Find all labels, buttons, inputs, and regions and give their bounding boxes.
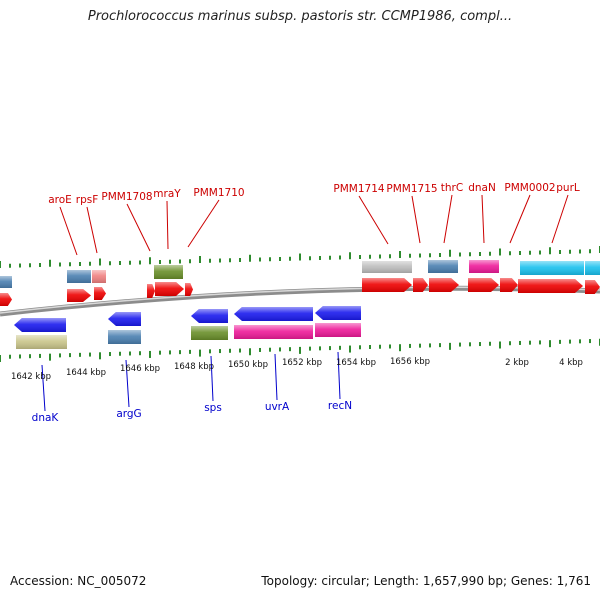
gene-feature: [94, 287, 106, 300]
gene-feature: [191, 309, 228, 323]
scale-label: 1652 kbp: [282, 358, 322, 368]
label-leader-line: [41, 364, 46, 412]
scale-label: 1646 kbp: [120, 364, 160, 374]
gene-label-top: mraY: [153, 188, 181, 200]
gene-feature: [108, 330, 141, 344]
label-leader-line: [166, 200, 169, 250]
topology-summary: Topology: circular; Length: 1,657,990 bp…: [261, 574, 591, 588]
gene-feature: [185, 283, 193, 296]
gene-feature: [469, 260, 499, 273]
gene-feature: [585, 261, 600, 275]
label-leader-line: [337, 351, 341, 400]
gene-label-bottom: uvrA: [265, 401, 290, 413]
gene-label-top: PMM1715: [386, 183, 437, 195]
gene-feature: [520, 261, 584, 275]
label-leader-line: [59, 206, 78, 256]
gene-feature: [585, 280, 600, 294]
gene-feature: [315, 306, 361, 320]
scale-label: 1654 kbp: [336, 358, 376, 368]
gene-label-top: PMM1714: [333, 183, 384, 195]
gene-feature: [16, 335, 67, 349]
gene-label-top: rpsF: [76, 194, 99, 206]
accession-text: Accession: NC_005072: [10, 574, 147, 588]
gene-label-top: aroE: [48, 194, 72, 206]
scale-label: 1642 kbp: [11, 372, 51, 382]
scale-label: 4 kbp: [559, 358, 583, 368]
gene-feature: [14, 318, 66, 332]
gene-feature: [67, 289, 91, 302]
gene-feature: [67, 270, 91, 283]
scale-label: 1644 kbp: [66, 368, 106, 378]
tick-row-upper: [0, 246, 600, 268]
gene-feature: [428, 260, 458, 273]
map-title: Prochlorococcus marinus subsp. pastoris …: [87, 9, 513, 24]
gene-feature: [362, 261, 412, 273]
label-leader-line: [358, 195, 389, 245]
scale-label: 1650 kbp: [228, 360, 268, 370]
label-leader-line: [86, 206, 98, 254]
gene-labels: aroE rpsF PMM1708 mraY PMM1710 PMM1714 PMM1715…: [32, 182, 580, 424]
genome-backbone-highlight: [0, 286, 600, 314]
gene-feature: [234, 325, 313, 339]
gene-label-top: purL: [556, 182, 580, 194]
genome-backbone: [0, 285, 600, 317]
gene-feature: [413, 278, 428, 292]
gene-feature: [0, 276, 12, 288]
gene-feature: [147, 284, 155, 298]
label-leader-line: [551, 194, 569, 244]
gene-label-top: PMM1710: [193, 187, 244, 199]
gene-feature: [518, 279, 583, 293]
gene-label-bottom: dnaK: [32, 412, 60, 424]
gene-feature: [155, 282, 184, 296]
label-leader-line: [443, 194, 453, 244]
gene-feature: [234, 307, 313, 321]
label-leader-line: [187, 199, 220, 248]
gene-label-top: PMM0002: [504, 182, 555, 194]
gene-feature: [108, 312, 141, 326]
gene-label-top: thrC: [441, 182, 463, 194]
gene-feature: [92, 270, 106, 283]
label-leader-line: [126, 203, 151, 252]
scale-labels: 1642 kbp 1644 kbp 1646 kbp 1648 kbp 1650 kbp…: [11, 357, 583, 382]
gene-features: [0, 260, 600, 349]
gene-feature: [191, 326, 228, 340]
gene-feature: [0, 293, 12, 306]
gene-feature: [362, 278, 412, 292]
scale-label: 2 kbp: [505, 358, 529, 368]
label-leader-line: [509, 194, 531, 244]
label-leader-line: [274, 353, 278, 401]
label-leader-line: [125, 359, 130, 408]
tick-row-lower: [0, 338, 600, 362]
scale-label: 1656 kbp: [390, 357, 430, 367]
gene-feature: [154, 265, 183, 279]
label-leaders: [41, 194, 569, 412]
gene-feature: [429, 278, 459, 292]
gene-label-top: PMM1708: [101, 191, 152, 203]
label-leader-line: [411, 195, 421, 244]
label-leader-line: [481, 194, 485, 244]
gene-feature: [500, 278, 518, 292]
gene-feature: [315, 323, 361, 337]
scale-label: 1648 kbp: [174, 362, 214, 372]
gene-label-bottom: recN: [328, 400, 352, 412]
gene-feature: [468, 278, 499, 292]
gene-label-bottom: argG: [116, 408, 141, 420]
label-leader-line: [210, 355, 214, 402]
gene-label-bottom: sps: [204, 402, 222, 414]
gene-label-top: dnaN: [468, 182, 496, 194]
